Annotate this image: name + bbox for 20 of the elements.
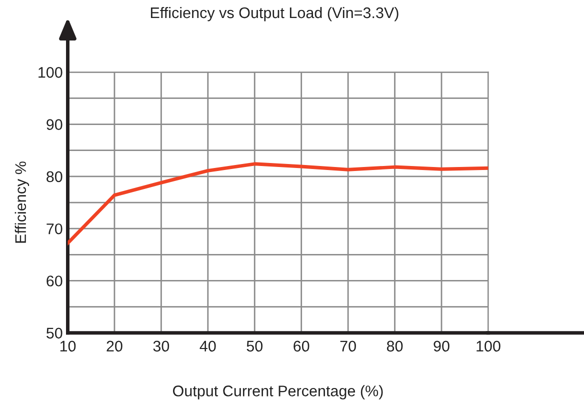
y-tick-label: 80 <box>46 171 62 182</box>
y-tick-label: 70 <box>46 223 62 234</box>
x-tick-label: 30 <box>153 340 170 352</box>
x-tick-label: 80 <box>386 340 403 352</box>
x-tick-label: 10 <box>60 340 76 352</box>
x-tick-label: 100 <box>476 340 500 352</box>
x-tick-label: 40 <box>200 340 216 352</box>
y-axis-title: Efficiency % <box>14 162 30 243</box>
y-tick-label: 90 <box>46 119 62 130</box>
x-tick-label: 50 <box>246 340 263 352</box>
x-tick-label: 60 <box>294 340 310 352</box>
y-tick-label: 60 <box>46 276 62 286</box>
chart-title: Efficiency vs Output Load (Vin=3.3V) <box>150 6 398 22</box>
y-tick-label: 50 <box>46 328 62 339</box>
x-tick-label: 70 <box>340 340 356 352</box>
x-tick-label: 90 <box>434 340 450 352</box>
x-tick-label: 20 <box>106 340 122 352</box>
line-series <box>68 162 488 245</box>
y-tick-label: 100 <box>38 67 62 78</box>
x-axis-title: Output Current Percentage (%) <box>172 385 383 400</box>
